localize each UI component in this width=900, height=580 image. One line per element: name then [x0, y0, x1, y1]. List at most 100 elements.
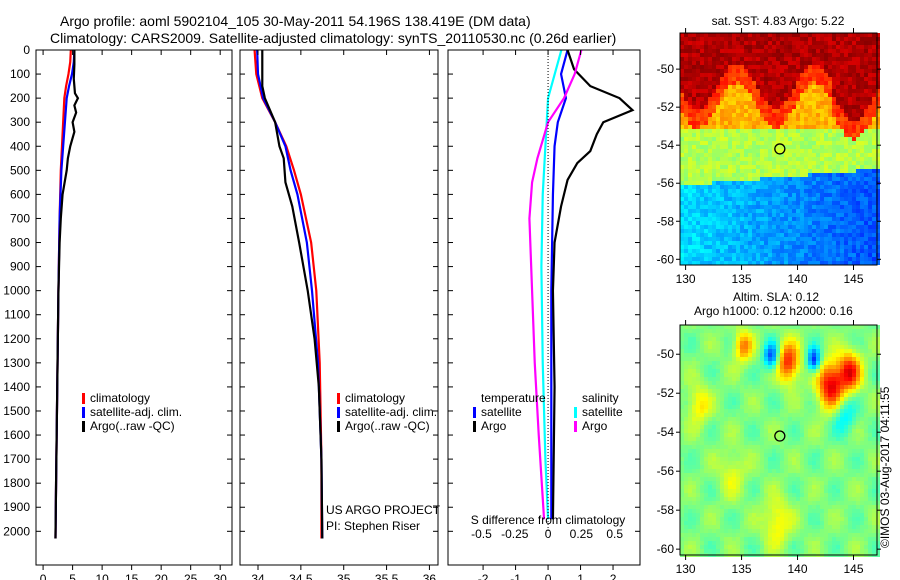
map-cell: [756, 253, 760, 257]
map-cell: [700, 137, 704, 141]
map-cell: [796, 237, 800, 241]
map-cell: [760, 429, 764, 433]
map-cell: [760, 125, 764, 129]
map-cell: [856, 61, 860, 65]
map-cell: [848, 37, 852, 41]
map-cell: [828, 133, 832, 137]
map-cell: [824, 65, 828, 69]
map-cell: [820, 169, 824, 173]
map-cell: [744, 145, 748, 149]
map-cell: [776, 77, 780, 81]
map-cell: [724, 237, 728, 241]
map-cell: [720, 261, 724, 265]
map-cell: [744, 133, 748, 137]
map-cell: [868, 137, 872, 141]
map-cell: [816, 49, 820, 53]
s-axis-label: S difference from climatology: [471, 513, 626, 527]
map-cell: [696, 361, 700, 365]
map-cell: [684, 373, 688, 377]
map-cell: [788, 337, 792, 341]
map-cell: [724, 37, 728, 41]
map-cell: [740, 37, 744, 41]
map-cell: [732, 201, 736, 205]
map-cell: [860, 205, 864, 209]
map-cell: [844, 61, 848, 65]
map-cell: [716, 465, 720, 469]
map-cell: [752, 121, 756, 125]
map-cell: [812, 61, 816, 65]
map-cell: [824, 261, 828, 265]
map-cell: [700, 101, 704, 105]
map-cell: [736, 429, 740, 433]
map-cell: [716, 333, 720, 337]
map-cell: [832, 177, 836, 181]
map-cell: [872, 249, 876, 253]
map-cell: [724, 469, 728, 473]
map-cell: [692, 137, 696, 141]
map-cell: [864, 253, 868, 257]
map-cell: [808, 437, 812, 441]
map-cell: [836, 89, 840, 93]
map-cell: [744, 53, 748, 57]
map-cell: [808, 365, 812, 369]
map-cell: [808, 249, 812, 253]
map-cell: [708, 181, 712, 185]
map-cell: [820, 253, 824, 257]
map-cell: [868, 385, 872, 389]
map-cell: [708, 469, 712, 473]
map-cell: [712, 449, 716, 453]
map-cell: [772, 445, 776, 449]
map-cell: [764, 257, 768, 261]
map-cell: [732, 125, 736, 129]
map-cell: [868, 133, 872, 137]
map-cell: [788, 105, 792, 109]
map-cell: [868, 449, 872, 453]
map-cell: [848, 53, 852, 57]
map-cell: [732, 137, 736, 141]
map-cell: [704, 357, 708, 361]
map-cell: [776, 129, 780, 133]
map-cell: [808, 261, 812, 265]
map-cell: [780, 237, 784, 241]
map-cell: [704, 405, 708, 409]
map-cell: [764, 337, 768, 341]
map-cell: [720, 141, 724, 145]
series-t-satellite: [550, 49, 569, 520]
map-cell: [848, 241, 852, 245]
map-cell: [740, 217, 744, 221]
map-cell: [724, 345, 728, 349]
map-cell: [824, 249, 828, 253]
map-cell: [832, 337, 836, 341]
map-cell: [812, 161, 816, 165]
map-cell: [784, 225, 788, 229]
map-cell: [752, 437, 756, 441]
map-cell: [768, 465, 772, 469]
map-cell: [748, 381, 752, 385]
map-cell: [728, 441, 732, 445]
map-cell: [776, 237, 780, 241]
map-cell: [752, 141, 756, 145]
map-cell: [756, 93, 760, 97]
map-cell: [716, 449, 720, 453]
map-cell: [804, 249, 808, 253]
map-cell: [784, 89, 788, 93]
map-cell: [816, 69, 820, 73]
map-cell: [712, 213, 716, 217]
map-cell: [848, 197, 852, 201]
map-cell: [728, 73, 732, 77]
map-cell: [788, 125, 792, 129]
map-cell: [804, 193, 808, 197]
map-cell: [784, 125, 788, 129]
map-cell: [736, 201, 740, 205]
map-cell: [840, 65, 844, 69]
map-cell: [760, 101, 764, 105]
map-cell: [772, 249, 776, 253]
map-cell: [700, 117, 704, 121]
map-cell: [820, 389, 824, 393]
map-cell: [724, 425, 728, 429]
map-cell: [716, 157, 720, 161]
map-cell: [832, 65, 836, 69]
map-cell: [824, 165, 828, 169]
map-cell: [744, 97, 748, 101]
map-cell: [696, 253, 700, 257]
